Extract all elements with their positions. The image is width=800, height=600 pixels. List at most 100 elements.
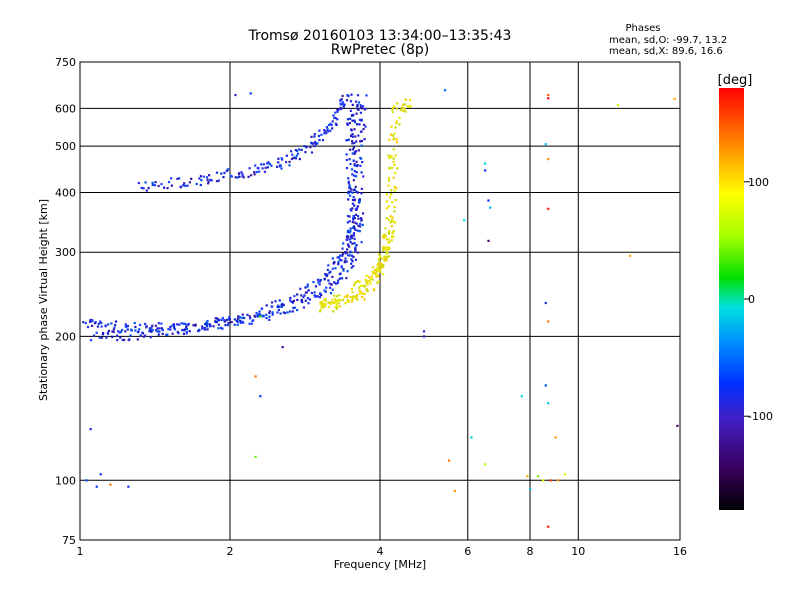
data-point: [185, 332, 188, 335]
data-point: [346, 294, 349, 297]
data-point: [166, 187, 169, 190]
data-point: [487, 199, 490, 202]
data-point: [353, 170, 356, 173]
data-point: [251, 319, 254, 323]
data-point: [354, 208, 357, 211]
data-point: [182, 332, 185, 335]
data-point: [354, 185, 357, 189]
data-point: [314, 295, 317, 298]
data-point: [206, 320, 209, 323]
data-point: [360, 157, 363, 160]
data-point: [351, 260, 354, 263]
data-point: [300, 148, 303, 152]
data-point: [339, 272, 342, 275]
x-tick-label: 2: [227, 545, 234, 558]
data-point: [198, 177, 201, 180]
data-point: [145, 326, 148, 329]
data-point: [353, 174, 356, 177]
data-point: [205, 176, 209, 179]
data-point: [335, 307, 339, 310]
data-point: [363, 298, 366, 301]
data-point: [360, 218, 363, 221]
data-point: [180, 322, 183, 325]
data-point: [355, 294, 359, 297]
data-point: [349, 100, 353, 103]
data-point: [294, 157, 298, 160]
data-point: [365, 94, 368, 97]
data-point: [119, 330, 123, 333]
data-point: [203, 326, 206, 330]
data-point: [288, 160, 291, 163]
data-point: [447, 459, 451, 462]
data-point: [356, 229, 359, 232]
data-point: [339, 254, 342, 257]
data-point: [348, 231, 351, 234]
data-point: [354, 297, 358, 300]
data-point: [310, 141, 313, 144]
data-point: [183, 328, 187, 331]
data-point: [375, 271, 378, 274]
data-point: [271, 313, 274, 316]
data-point: [489, 206, 492, 209]
data-point: [306, 297, 310, 300]
data-point: [365, 279, 368, 283]
data-point: [277, 161, 280, 164]
colorbar: [719, 88, 744, 510]
data-point: [383, 233, 386, 236]
data-point: [169, 328, 172, 331]
data-point: [369, 277, 372, 280]
data-point: [241, 316, 244, 320]
data-point: [340, 259, 343, 262]
data-point: [348, 300, 351, 303]
data-point: [356, 214, 360, 218]
data-point: [346, 236, 349, 239]
data-point: [484, 463, 487, 466]
data-point: [233, 323, 236, 326]
data-point: [331, 275, 334, 279]
data-point: [246, 313, 249, 316]
data-point: [375, 275, 378, 278]
data-point: [374, 273, 378, 276]
data-point: [338, 255, 341, 259]
data-point: [114, 320, 118, 323]
data-point: [357, 217, 360, 220]
data-point: [320, 305, 323, 308]
data-point: [228, 317, 231, 321]
data-point: [289, 150, 293, 153]
data-point: [340, 266, 343, 269]
data-point: [85, 479, 88, 482]
data-point: [359, 290, 362, 294]
data-point: [148, 330, 151, 333]
data-point: [230, 321, 233, 324]
data-point: [349, 296, 352, 299]
data-point: [359, 106, 363, 109]
data-point: [296, 293, 299, 296]
data-point: [352, 234, 356, 237]
data-point: [327, 124, 331, 127]
stats-line-o: mean, sd,O: -99.7, 13.2: [609, 35, 727, 46]
data-point: [378, 253, 381, 256]
data-point: [326, 128, 329, 131]
data-point: [261, 167, 264, 170]
data-point: [296, 298, 299, 302]
data-point: [387, 232, 390, 235]
data-point: [388, 246, 391, 249]
data-point: [554, 436, 557, 439]
data-point: [282, 304, 285, 307]
data-point: [222, 176, 225, 179]
data-point: [547, 93, 550, 97]
data-point: [338, 299, 342, 302]
data-point: [205, 321, 208, 324]
data-point: [387, 176, 391, 180]
data-point: [266, 166, 269, 169]
data-point: [206, 328, 209, 331]
data-point: [353, 152, 356, 155]
stats-line-x: mean, sd,X: 89.6, 16.6: [609, 46, 723, 57]
data-point: [126, 324, 130, 328]
data-point: [111, 330, 114, 333]
data-point: [392, 148, 395, 151]
data-point: [351, 191, 354, 194]
data-point: [223, 319, 226, 322]
data-point: [279, 164, 282, 167]
data-point: [329, 122, 332, 125]
